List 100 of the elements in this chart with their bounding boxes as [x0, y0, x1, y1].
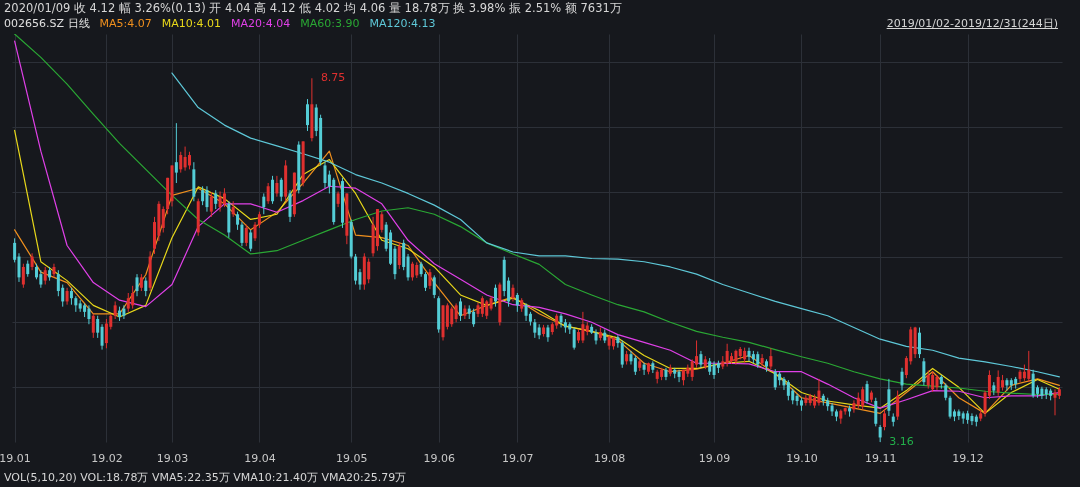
candlestick — [249, 229, 253, 252]
candlestick — [271, 175, 275, 205]
candlestick — [410, 261, 414, 282]
candlestick — [795, 393, 799, 407]
candlestick — [472, 308, 476, 328]
text: MA120:4.13 — [369, 17, 436, 30]
candlestick — [244, 224, 248, 247]
candlestick — [459, 297, 462, 322]
candlestick — [179, 151, 183, 174]
candlestick — [174, 122, 178, 184]
candlestick — [183, 146, 187, 172]
candlestick — [450, 306, 454, 328]
candlestick — [769, 347, 773, 370]
candlestick — [279, 177, 283, 202]
candlestick — [144, 276, 148, 297]
x-tick-label: 19.08 — [593, 451, 626, 465]
candlestick — [931, 371, 935, 393]
candlestick — [485, 299, 489, 320]
candlestick — [131, 285, 135, 310]
candlestick — [218, 190, 222, 213]
candlestick — [594, 328, 598, 345]
candlestick — [21, 263, 25, 289]
candlestick — [214, 189, 218, 210]
candlestick — [122, 304, 126, 320]
candlestick — [56, 269, 60, 297]
x-tick-label: 19.09 — [698, 451, 731, 465]
candlestick — [253, 221, 257, 242]
candlestick — [87, 304, 91, 325]
text: MA10:4.01 — [161, 17, 221, 30]
candlestick — [865, 380, 869, 405]
candlestick — [266, 182, 270, 205]
text: 2019/01/02-2019/12/31(244日) — [886, 16, 1058, 31]
candlestick — [642, 362, 646, 376]
candlestick — [690, 358, 694, 382]
candlestick — [515, 292, 519, 313]
candlestick — [367, 258, 371, 284]
candlestick — [288, 189, 292, 223]
candlestick — [817, 378, 821, 407]
candlestick — [493, 284, 497, 308]
candlestick — [463, 304, 467, 320]
candlestick — [633, 355, 637, 376]
candlestick — [306, 98, 309, 132]
x-tick-label: 19.12 — [952, 451, 984, 465]
chart-title: 2020/01/09 收 4.12 幅 3.26%(0.13) 开 4.04 高 4.12 低 4.02 均 4.06 量 18.78万 换 3.98% 振 2.51% 额 7631万 — [4, 1, 622, 16]
candlestick — [161, 205, 165, 233]
candlestick — [917, 326, 921, 359]
candlestick — [861, 386, 865, 410]
candlestick — [323, 161, 327, 189]
candlestick — [948, 395, 952, 420]
annotation: 8.75 — [320, 71, 346, 85]
x-tick-label: 19.10 — [786, 451, 818, 465]
candlestick — [275, 175, 279, 198]
candlestick — [222, 187, 226, 208]
candlestick — [747, 347, 751, 362]
candlestick — [620, 339, 624, 369]
candlestick — [896, 390, 900, 421]
candlestick — [922, 357, 926, 386]
candlestick — [572, 326, 576, 351]
x-tick-label: 19.07 — [502, 451, 534, 465]
candlestick — [786, 379, 790, 401]
candlestick — [135, 273, 139, 297]
candlestick — [581, 311, 585, 344]
candlestick — [480, 295, 484, 318]
candlestick — [782, 376, 786, 391]
text: VOL(5,10,20) VOL:18.78万 VMA5:22.35万 VMA10:21.40万 VMA20:25.79万 — [4, 470, 407, 485]
x-tick-label: 19.05 — [335, 451, 368, 465]
chart-subtitle: 002656.SZ 日线 — [4, 17, 90, 30]
x-tick-label: 19.02 — [91, 451, 123, 465]
candlestick — [616, 334, 620, 349]
text: MA5:4.07 — [99, 17, 152, 30]
candlestick — [240, 221, 244, 247]
candlestick — [126, 292, 130, 313]
candlestick — [96, 315, 100, 339]
candlestick — [397, 242, 401, 270]
candlestick — [559, 313, 563, 328]
candlestick — [432, 274, 436, 299]
candlestick — [725, 343, 729, 368]
candlestick — [883, 408, 887, 431]
candlestick — [209, 191, 213, 218]
candlestick — [205, 185, 209, 213]
candlestick — [406, 253, 410, 282]
text: MA20:4.04 — [230, 17, 291, 30]
candlestick — [428, 268, 432, 290]
candlestick — [533, 318, 537, 339]
candlestick — [760, 353, 764, 367]
candlestick — [236, 211, 240, 231]
candlestick — [1005, 377, 1009, 392]
candlestick — [970, 412, 974, 426]
candlestick — [424, 271, 428, 292]
candlestick — [100, 323, 104, 351]
candlestick — [926, 369, 930, 390]
candlestick — [874, 397, 878, 427]
x-tick-label: 19.01 — [0, 451, 31, 465]
candlestick — [629, 350, 633, 366]
candlestick — [887, 378, 891, 417]
annotation: 3.16 — [889, 435, 914, 448]
candlestick — [201, 185, 205, 206]
text: MA60:3.90 — [300, 17, 360, 30]
candlestick — [852, 399, 856, 414]
x-tick-label: 19.04 — [244, 451, 276, 465]
